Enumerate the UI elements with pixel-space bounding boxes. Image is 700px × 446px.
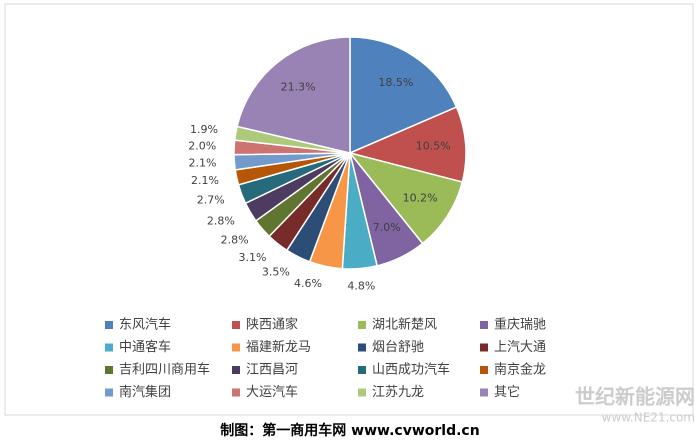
legend-label: 其它 xyxy=(494,384,520,400)
data-label: 18.5% xyxy=(378,76,413,89)
data-label: 4.6% xyxy=(294,277,322,290)
legend-label: 南汽集团 xyxy=(119,384,171,400)
pie-slice xyxy=(349,36,458,155)
data-label: 10.5% xyxy=(416,140,451,153)
legend-swatch xyxy=(358,366,366,374)
legend-swatch xyxy=(105,321,113,329)
data-label: 2.8% xyxy=(207,214,235,227)
data-label: 7.0% xyxy=(373,221,401,234)
data-label: 2.1% xyxy=(191,174,219,187)
data-label: 21.3% xyxy=(281,81,316,94)
data-label: 1.9% xyxy=(190,123,218,136)
caption: 制图：第一商用车网 www.cvworld.cn xyxy=(220,422,479,439)
legend-swatch xyxy=(480,343,488,352)
legend-label: 江苏九龙 xyxy=(372,384,424,400)
data-label: 2.1% xyxy=(188,157,216,170)
legend-label: 上汽大通 xyxy=(494,340,546,355)
legend-label: 南京金龙 xyxy=(494,362,546,378)
legend-swatch xyxy=(358,343,366,352)
legend-label: 中通客车 xyxy=(119,339,171,355)
legend-swatch xyxy=(480,388,488,397)
data-label: 3.5% xyxy=(262,266,290,279)
legend-swatch xyxy=(480,321,488,329)
legend-label: 福建新龙马 xyxy=(246,339,311,355)
data-label: 4.8% xyxy=(347,280,375,293)
data-label: 10.2% xyxy=(403,191,438,204)
legend-swatch xyxy=(105,388,113,397)
legend-label: 东风汽车 xyxy=(119,317,171,333)
legend-label: 山西成功汽车 xyxy=(372,362,450,378)
legend-swatch xyxy=(358,388,366,397)
legend-label: 大运汽车 xyxy=(246,384,298,400)
legend-swatch xyxy=(232,343,240,352)
data-label: 3.1% xyxy=(239,251,267,264)
legend-label: 江西昌河 xyxy=(246,363,298,378)
watermark-url: www.NE21.com xyxy=(602,411,695,425)
legend-swatch xyxy=(358,321,366,329)
pie-slice xyxy=(347,106,467,183)
legend-swatch xyxy=(480,366,488,374)
legend-swatch xyxy=(105,366,113,374)
legend-label: 烟台舒驰 xyxy=(372,340,424,355)
data-label: 2.7% xyxy=(197,194,225,207)
pie-slice xyxy=(236,36,351,154)
legend-label: 湖北新楚风 xyxy=(372,317,437,333)
data-label: 2.0% xyxy=(188,139,216,152)
data-label: 2.8% xyxy=(221,234,249,247)
legend-swatch xyxy=(232,366,240,374)
legend-swatch xyxy=(232,388,240,397)
watermark: 世纪新能源网 xyxy=(575,385,695,409)
legend-label: 陕西通家 xyxy=(246,317,298,333)
legend-label: 重庆瑞驰 xyxy=(494,317,546,333)
pie-slice xyxy=(348,151,464,245)
legend-swatch xyxy=(232,321,240,329)
legend-swatch xyxy=(105,343,113,352)
legend-label: 吉利四川商用车 xyxy=(119,362,210,378)
